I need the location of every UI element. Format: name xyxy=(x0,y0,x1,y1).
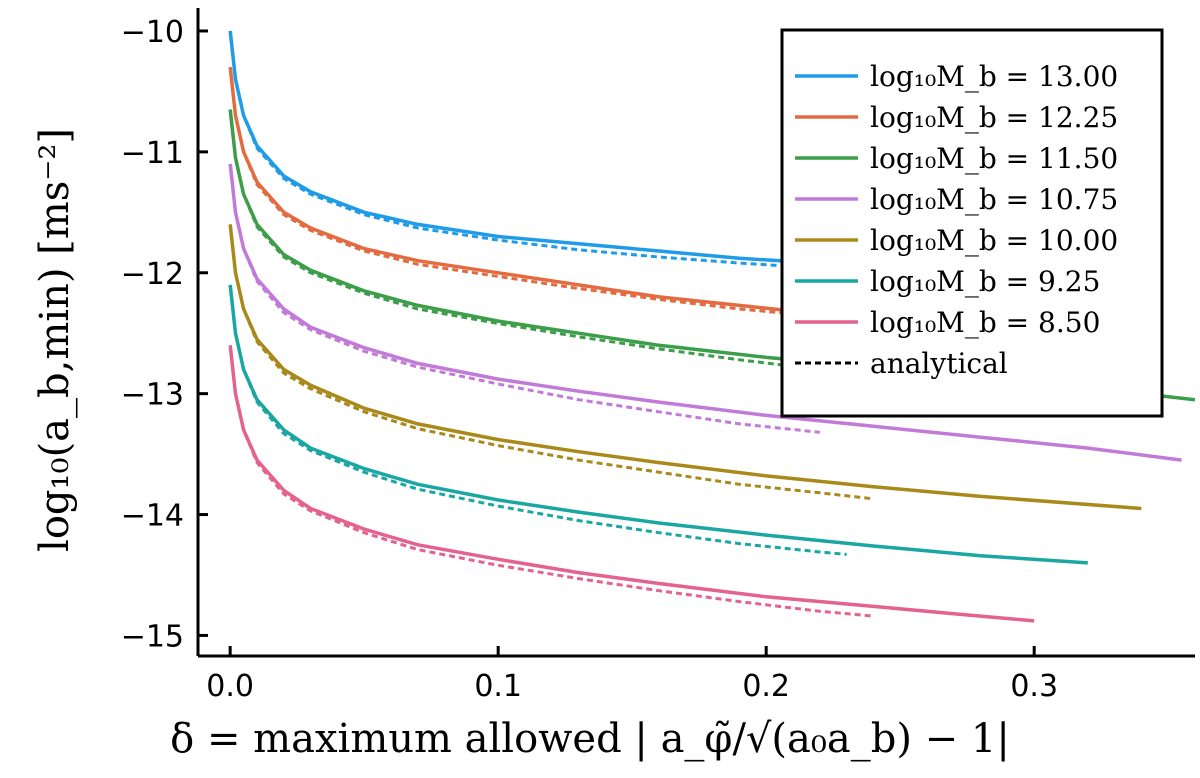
legend-label-6: log₁₀M_b = 8.50 xyxy=(870,306,1100,339)
legend-label-4: log₁₀M_b = 10.00 xyxy=(870,224,1118,257)
series-line-6 xyxy=(228,345,1035,623)
series-line-5 xyxy=(228,284,1088,565)
x-tick-label-0: 0.0 xyxy=(206,669,254,704)
x-axis-label: δ = maximum allowed | a_φ̃/√(a₀a_b) − 1| xyxy=(170,716,1010,762)
y-tick-label-5: −15 xyxy=(121,619,184,654)
y-tick-label-0: −10 xyxy=(121,15,184,50)
legend-label-3: log₁₀M_b = 10.75 xyxy=(870,183,1118,216)
ticks: 0.0 0.1 0.2 0.3 −10 −11 −12 −13 −14 −15 xyxy=(121,15,1058,704)
series-layer xyxy=(228,30,1196,623)
legend-label-0: log₁₀M_b = 13.00 xyxy=(870,60,1118,93)
legend-label-5: log₁₀M_b = 9.25 xyxy=(870,265,1100,298)
legend-items: log₁₀M_b = 13.00 log₁₀M_b = 12.25 log₁₀M_b… xyxy=(795,60,1118,380)
legend-label-2: log₁₀M_b = 11.50 xyxy=(870,142,1118,175)
legend-label-analytical: analytical xyxy=(870,347,1008,380)
y-tick-label-2: −12 xyxy=(121,257,184,292)
legend-box xyxy=(780,28,1164,418)
series-line-3 xyxy=(228,163,1182,462)
series-line-0 xyxy=(228,30,874,271)
legend: log₁₀M_b = 13.00 log₁₀M_b = 12.25 log₁₀M_b… xyxy=(780,28,1164,418)
axes xyxy=(196,8,1195,658)
x-tick-label-3: 0.3 xyxy=(1010,669,1058,704)
x-tick-label-2: 0.2 xyxy=(742,669,790,704)
y-tick-label-1: −11 xyxy=(121,136,184,171)
y-tick-label-4: −14 xyxy=(121,499,184,534)
y-axis-label: log₁₀(a_b,min) [ms⁻²] xyxy=(32,128,78,552)
legend-label-1: log₁₀M_b = 12.25 xyxy=(870,101,1118,134)
analytical-line-1 xyxy=(228,67,847,321)
y-tick-label-3: −13 xyxy=(121,378,184,413)
x-tick-label-1: 0.1 xyxy=(474,669,522,704)
series-line-4 xyxy=(228,224,1142,511)
